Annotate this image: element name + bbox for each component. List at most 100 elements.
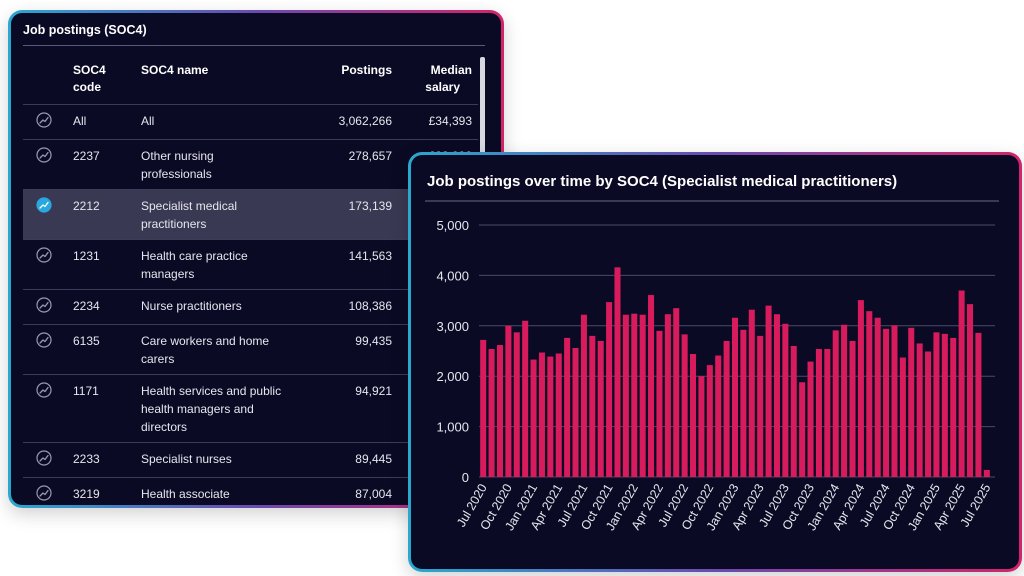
chart-bar[interactable] xyxy=(857,300,864,477)
chart-bar[interactable] xyxy=(488,348,495,477)
chart-bar[interactable] xyxy=(799,382,806,477)
soc4-name-cell: Health associate xyxy=(135,477,306,505)
chart-bar[interactable] xyxy=(606,302,613,477)
trend-line-icon[interactable] xyxy=(23,139,67,190)
chart-bar[interactable] xyxy=(681,334,688,477)
chart-bar[interactable] xyxy=(933,332,940,477)
chart-bar[interactable] xyxy=(916,343,923,477)
trend-line-icon[interactable] xyxy=(23,477,67,505)
chart-title: Job postings over time by SOC4 (Speciali… xyxy=(427,173,898,190)
chart-bar[interactable] xyxy=(815,348,822,477)
chart-bar[interactable] xyxy=(639,314,646,477)
postings-cell: 94,921 xyxy=(306,374,398,443)
chart-bar[interactable] xyxy=(765,305,772,477)
chart-bar[interactable] xyxy=(731,317,739,477)
soc4-code-cell: 1231 xyxy=(67,239,135,290)
table-row[interactable]: 3219 Health associate 87,004 xyxy=(23,477,478,505)
chart-bar[interactable] xyxy=(748,309,755,477)
chart-bar[interactable] xyxy=(950,337,957,477)
chart-panel: Job postings over time by SOC4 (Speciali… xyxy=(408,152,1022,572)
chart-bar[interactable] xyxy=(622,314,629,477)
chart-bar[interactable] xyxy=(597,340,604,477)
chart-bar[interactable] xyxy=(631,313,638,477)
chart-bar[interactable] xyxy=(849,340,856,477)
chart-bar[interactable] xyxy=(941,333,948,477)
chart-bar[interactable] xyxy=(648,295,655,477)
chart-bar[interactable] xyxy=(614,267,621,477)
chart-bar[interactable] xyxy=(547,356,554,477)
y-tick-label: 4,000 xyxy=(436,268,469,283)
header-icon-col xyxy=(23,53,67,105)
header-postings[interactable]: Postings xyxy=(341,63,392,77)
chart-bar[interactable] xyxy=(690,354,697,477)
chart-bar[interactable] xyxy=(555,353,562,477)
chart-bar[interactable] xyxy=(580,314,587,477)
chart-bar[interactable] xyxy=(966,304,974,477)
table-row[interactable]: All All 3,062,266 £34,393 xyxy=(23,104,478,140)
chart-bar[interactable] xyxy=(832,330,839,477)
chart-bar[interactable] xyxy=(538,352,545,477)
chart-bar[interactable] xyxy=(790,345,797,477)
trend-line-icon[interactable] xyxy=(23,374,67,443)
chart-bar[interactable] xyxy=(706,365,713,477)
chart-bar[interactable] xyxy=(673,308,680,477)
chart-bar[interactable] xyxy=(589,335,596,477)
chart-bar[interactable] xyxy=(975,332,982,477)
chart-bar[interactable] xyxy=(698,376,705,477)
chart-bar[interactable] xyxy=(883,328,890,477)
chart-bar[interactable] xyxy=(841,324,848,477)
header-salary-line1: Median xyxy=(430,63,472,77)
chart-bar[interactable] xyxy=(908,327,915,477)
chart-bar[interactable] xyxy=(522,320,529,477)
soc4-code-cell: 1171 xyxy=(67,374,135,443)
chart-bar[interactable] xyxy=(715,355,722,477)
chart-bar[interactable] xyxy=(564,337,571,477)
soc4-name-cell: Health care practice managers xyxy=(135,239,306,290)
table-row[interactable]: 2212 Specialist medical practitioners 173,… xyxy=(23,189,478,240)
chart-bar[interactable] xyxy=(530,359,537,477)
chart-bar[interactable] xyxy=(983,469,990,477)
chart-bar[interactable] xyxy=(773,314,780,477)
chart-bar[interactable] xyxy=(757,335,764,477)
header-code-line1: SOC4 xyxy=(73,63,106,77)
header-soc4-name[interactable]: SOC4 name xyxy=(141,63,209,77)
trend-line-icon[interactable] xyxy=(23,289,67,325)
median-salary-cell: £34,393 xyxy=(398,104,478,140)
chart-bar[interactable] xyxy=(824,348,831,477)
chart-bar[interactable] xyxy=(740,329,747,477)
chart-bar[interactable] xyxy=(664,314,671,477)
chart-bar[interactable] xyxy=(925,351,932,478)
soc4-code-cell: All xyxy=(67,104,135,140)
trend-line-icon[interactable] xyxy=(23,104,67,140)
postings-cell: 108,386 xyxy=(306,289,398,325)
chart-bar[interactable] xyxy=(891,325,898,477)
soc4-code-cell: 2234 xyxy=(67,289,135,325)
chart-bar[interactable] xyxy=(496,344,503,477)
table-scrollbar[interactable] xyxy=(480,57,485,157)
table-row[interactable]: 2233 Specialist nurses 89,445 xyxy=(23,442,478,478)
title-divider xyxy=(23,45,485,46)
chart-bar[interactable] xyxy=(505,325,512,477)
chart-bar[interactable] xyxy=(572,347,579,477)
chart-bar[interactable] xyxy=(656,330,663,477)
postings-cell: 173,139 xyxy=(306,189,398,240)
y-tick-label: 5,000 xyxy=(436,218,469,233)
trend-line-icon[interactable] xyxy=(23,442,67,478)
chart-bar[interactable] xyxy=(866,311,873,477)
soc4-code-cell: 2237 xyxy=(67,139,135,190)
chart-bar[interactable] xyxy=(874,317,881,477)
trend-line-icon[interactable] xyxy=(23,189,67,240)
chart-bar[interactable] xyxy=(807,361,814,477)
chart-bar[interactable] xyxy=(782,323,789,477)
postings-cell: 141,563 xyxy=(306,239,398,290)
trend-line-icon[interactable] xyxy=(23,239,67,290)
chart-bar[interactable] xyxy=(480,339,487,477)
trend-line-icon[interactable] xyxy=(23,324,67,375)
header-soc4-code[interactable]: SOC4 code xyxy=(67,53,135,105)
header-median-salary[interactable]: Median salary xyxy=(398,53,478,105)
chart-bar[interactable] xyxy=(723,340,730,477)
chart-bar[interactable] xyxy=(958,290,965,477)
y-tick-label: 0 xyxy=(462,470,469,485)
chart-bar[interactable] xyxy=(899,357,906,477)
chart-bar[interactable] xyxy=(513,332,520,477)
